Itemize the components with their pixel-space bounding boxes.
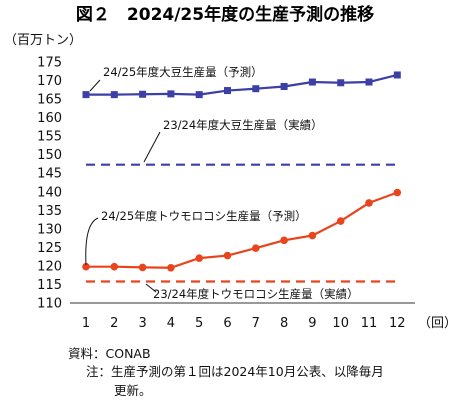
label-corn-actual: 23/24年度トウモロコシ生産量（実績） bbox=[153, 287, 359, 301]
data-point bbox=[167, 90, 175, 98]
x-tick-label: 10 bbox=[332, 316, 349, 331]
corn-forecast-leader bbox=[85, 217, 99, 266]
y-tick-label: 110 bbox=[37, 297, 62, 312]
footnote-line-2: 更新。 bbox=[114, 383, 152, 398]
data-point bbox=[82, 91, 90, 99]
data-point bbox=[365, 199, 373, 207]
y-axis-ticks: 110 115 120 125 130 135 140 145 150 155 160 165 170 1… bbox=[37, 56, 62, 312]
soy-forecast-leader bbox=[89, 79, 101, 92]
data-point bbox=[393, 188, 402, 197]
y-tick-label: 115 bbox=[37, 278, 62, 293]
label-soy-actual: 23/24年度大豆生産量（実績） bbox=[163, 118, 323, 132]
data-point bbox=[308, 231, 317, 240]
footnote-line-1: 注：生産予測の第１回は2024年10月公表、以降毎月 bbox=[86, 364, 384, 379]
x-tick-label: 12 bbox=[389, 316, 406, 331]
soy-actual-leader bbox=[143, 131, 161, 163]
x-tick-label: 8 bbox=[280, 316, 288, 331]
data-point bbox=[195, 91, 203, 99]
data-point bbox=[110, 262, 119, 271]
data-point bbox=[308, 78, 316, 86]
x-tick-label: 5 bbox=[195, 316, 203, 331]
x-tick-label: 11 bbox=[361, 316, 378, 331]
y-axis-unit: （百万トン） bbox=[4, 33, 82, 48]
data-point bbox=[110, 91, 118, 99]
data-point bbox=[337, 79, 345, 87]
x-axis-unit: （回） bbox=[418, 316, 450, 331]
data-point bbox=[223, 251, 232, 260]
x-tick-label: 2 bbox=[110, 316, 118, 331]
y-tick-label: 135 bbox=[37, 204, 62, 219]
x-tick-label: 7 bbox=[252, 316, 260, 331]
x-axis-ticks: 1 2 3 4 5 6 7 8 9 10 11 12 bbox=[82, 316, 406, 331]
y-tick-label: 130 bbox=[37, 222, 62, 237]
chart-title: 図２ 2024/25年度の生産予測の推移 bbox=[76, 4, 374, 25]
series-group bbox=[82, 71, 402, 283]
y-tick-label: 120 bbox=[37, 259, 62, 274]
y-tick-label: 155 bbox=[37, 130, 62, 145]
y-tick-label: 125 bbox=[37, 241, 62, 256]
data-point bbox=[252, 85, 260, 93]
data-point bbox=[365, 78, 373, 86]
series-line-2 bbox=[86, 191, 398, 269]
source-note: 資料：CONAB bbox=[68, 346, 151, 361]
series-line-0 bbox=[86, 73, 398, 96]
data-point bbox=[195, 254, 203, 262]
data-point bbox=[393, 71, 401, 79]
x-tick-label: 1 bbox=[82, 316, 90, 331]
data-point bbox=[82, 262, 90, 271]
data-point bbox=[224, 87, 231, 95]
data-point bbox=[167, 263, 175, 272]
data-point bbox=[336, 217, 345, 225]
y-tick-label: 175 bbox=[37, 56, 62, 71]
y-tick-label: 165 bbox=[37, 93, 62, 108]
data-point bbox=[139, 90, 147, 98]
y-tick-label: 140 bbox=[37, 185, 62, 200]
y-tick-label: 145 bbox=[37, 167, 62, 182]
data-point bbox=[252, 244, 260, 252]
y-tick-label: 150 bbox=[37, 148, 62, 163]
y-tick-label: 170 bbox=[37, 74, 62, 89]
x-tick-label: 4 bbox=[167, 316, 175, 331]
x-tick-label: 6 bbox=[223, 316, 231, 331]
data-point bbox=[280, 236, 288, 245]
data-point bbox=[280, 82, 288, 90]
label-soy-forecast: 24/25年度大豆生産量（予測） bbox=[103, 65, 263, 79]
data-point bbox=[138, 263, 147, 272]
y-tick-label: 160 bbox=[37, 111, 62, 126]
label-corn-forecast: 24/25年度トウモロコシ生産量（予測） bbox=[101, 209, 307, 223]
x-tick-label: 3 bbox=[138, 316, 146, 331]
x-tick-label: 9 bbox=[308, 316, 316, 331]
corn-actual-leader bbox=[145, 283, 157, 293]
